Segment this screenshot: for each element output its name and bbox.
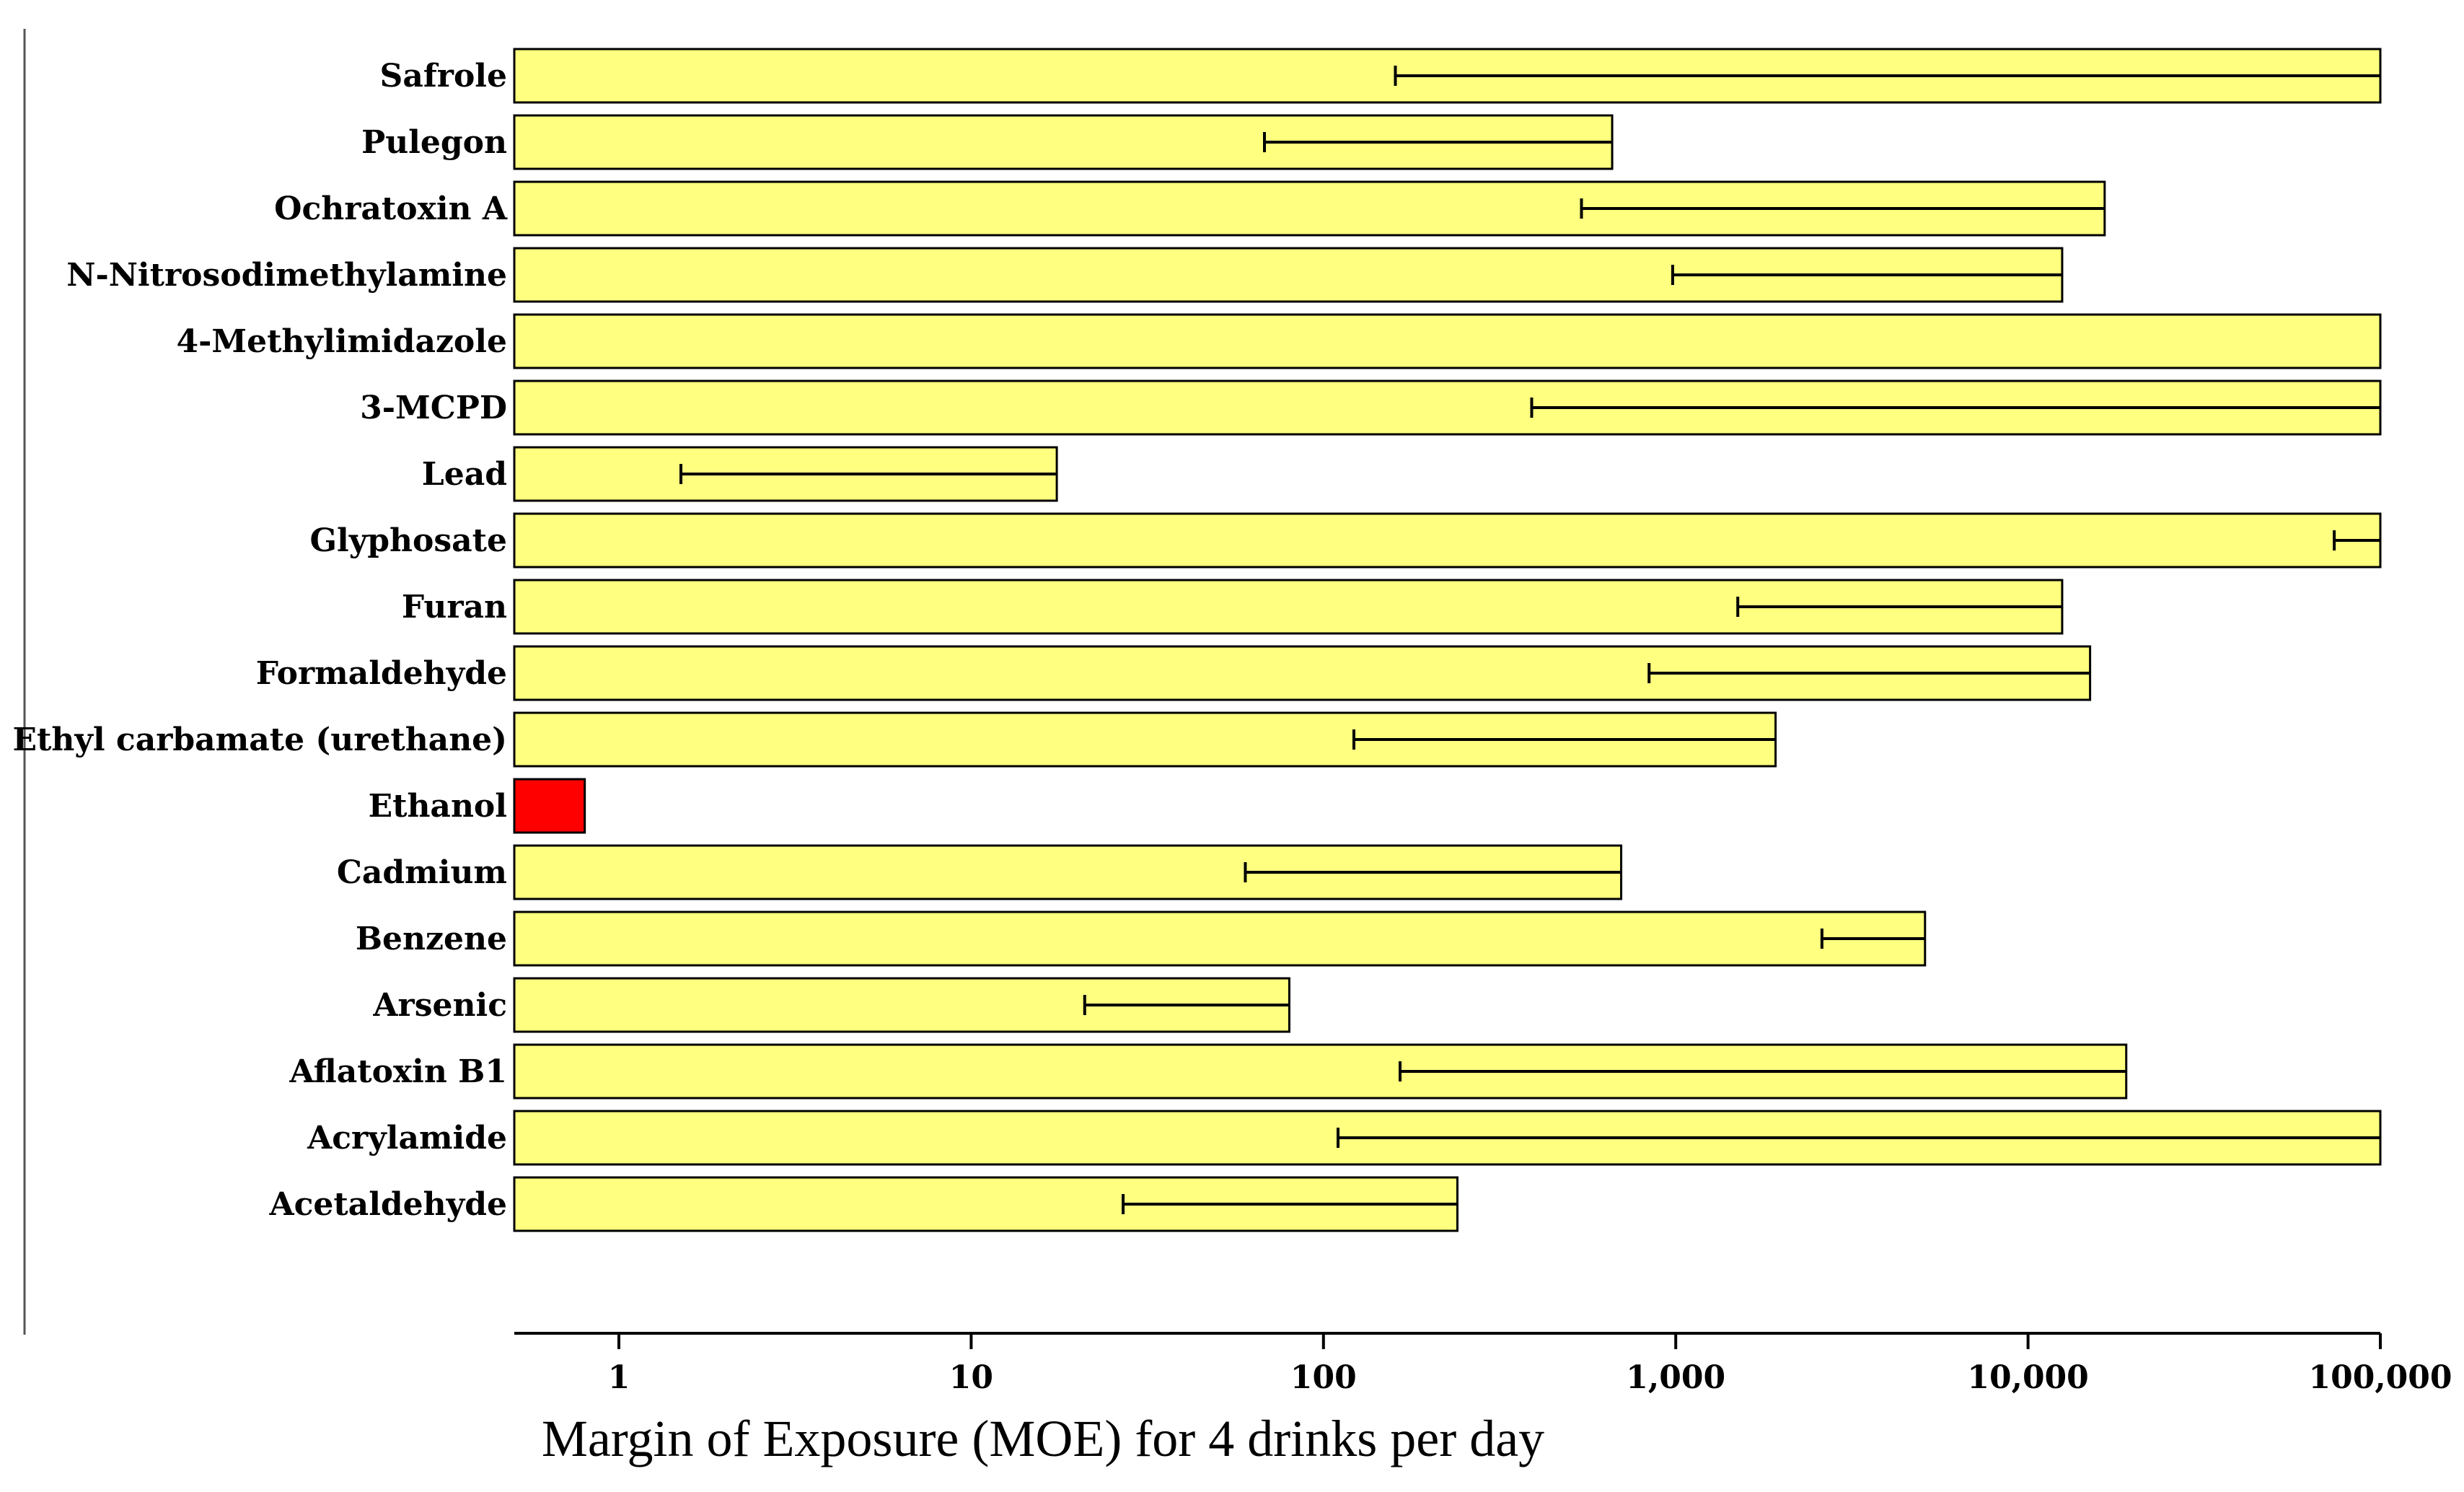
error-bar-formaldehyde (1647, 663, 2090, 683)
category-label-ochratoxin-a: Ochratoxin A (274, 190, 508, 227)
category-label-formaldehyde: Formaldehyde (256, 655, 507, 692)
category-label-furan: Furan (402, 589, 507, 626)
x-tick-label: 100 (1290, 1359, 1357, 1396)
error-bar-acrylamide (1337, 1128, 2380, 1148)
category-label-n-nitrosodimethylamine: N-Nitrosodimethylamine (66, 257, 507, 294)
x-tick-label: 10 (949, 1359, 993, 1396)
category-label-acetaldehyde: Acetaldehyde (268, 1186, 507, 1223)
category-label-lead: Lead (422, 456, 507, 493)
category-label-aflatoxin-b1: Aflatoxin B1 (289, 1053, 507, 1090)
error-bar-arsenic (1083, 995, 1290, 1015)
error-bar-furan (1736, 597, 2062, 617)
error-bar-acetaldehyde (1122, 1194, 1458, 1214)
error-bar-cadmium (1244, 862, 1622, 882)
error-bar-ethyl-carbamate-urethane (1352, 729, 1776, 750)
category-label-cadmium: Cadmium (337, 854, 507, 891)
category-label-safrole: Safrole (380, 58, 507, 95)
category-label-acrylamide: Acrylamide (307, 1120, 507, 1157)
error-bar-lead (679, 464, 1057, 484)
error-bar-safrole (1394, 66, 2380, 86)
error-bar-ochratoxin-a (1580, 198, 2105, 219)
error-bar-benzene (1820, 929, 1925, 949)
error-bar-glyphosate (2333, 530, 2380, 550)
category-label-4-methylimidazole: 4-Methylimidazole (177, 323, 507, 360)
category-label-glyphosate: Glyphosate (309, 522, 507, 559)
x-tick-label: 1 (608, 1359, 630, 1396)
x-tick-label: 100,000 (2308, 1359, 2452, 1396)
category-label-ethyl-carbamate-urethane: Ethyl carbamate (urethane) (12, 721, 507, 758)
x-tick-label: 10,000 (1967, 1359, 2088, 1396)
category-label-ethanol: Ethanol (369, 788, 507, 825)
category-label-pulegon: Pulegon (361, 124, 507, 161)
bar-4-methylimidazole (513, 313, 2382, 369)
x-axis-title: Margin of Exposure (MOE) for 4 drinks pe… (542, 1410, 1544, 1467)
error-bar-3-mcpd (1530, 398, 2380, 418)
bar-benzene (513, 910, 1927, 967)
error-bar-n-nitrosodimethylamine (1671, 265, 2062, 285)
x-tick-label: 1,000 (1626, 1359, 1725, 1396)
x-axis-ticks-group: 1 10 100 1,000 10,000 100,000 (608, 1333, 2452, 1396)
category-label-benzene: Benzene (356, 921, 507, 957)
bar-glyphosate (513, 512, 2382, 569)
category-label-arsenic: Arsenic (372, 987, 507, 1024)
error-bar-pulegon (1262, 132, 1613, 152)
category-labels-group: Safrole Pulegon Ochratoxin A N-Nitrosodimet… (12, 58, 507, 1223)
error-bar-aflatoxin-b1 (1399, 1061, 2126, 1081)
bars-group (513, 48, 2382, 1232)
bar-ethanol (513, 778, 586, 834)
category-label-3-mcpd: 3-MCPD (360, 390, 507, 426)
